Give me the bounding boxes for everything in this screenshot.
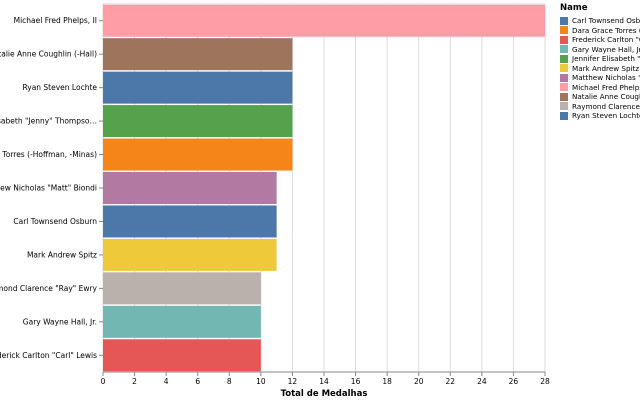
- x-tick-label: 24: [477, 377, 487, 386]
- x-axis-title: Total de Medalhas: [281, 389, 368, 399]
- legend-swatch: [560, 26, 568, 35]
- y-tick-label: Natalie Anne Coughlin (-Hall): [0, 50, 97, 59]
- y-tick-label: Raymond Clarence "Ray" Ewry: [0, 284, 98, 293]
- x-tick-label: 4: [164, 377, 169, 386]
- x-tick-label: 26: [509, 377, 519, 386]
- x-tick-label: 16: [351, 377, 361, 386]
- x-tick-label: 6: [195, 377, 200, 386]
- y-tick-label: Frederick Carlton "Carl" Lewis: [0, 351, 97, 360]
- legend-label: Ryan Steven Lochte: [572, 111, 640, 121]
- x-tick-label: 18: [382, 377, 392, 386]
- x-tick-label: 22: [446, 377, 456, 386]
- bar: [103, 272, 261, 305]
- legend-item: Gary Wayne Hall, Jr.: [560, 45, 640, 55]
- legend-label: Jennifer Elisabeth "J: [572, 54, 640, 64]
- y-tick-label: Jennifer Elisabeth "Jenny" Thompso…: [0, 117, 97, 126]
- x-tick-label: 20: [414, 377, 424, 386]
- legend-items: Carl Townsend Osbu Dara Grace Torres (- Fr…: [560, 16, 640, 121]
- legend-title: Name: [560, 3, 588, 13]
- legend-swatch: [560, 111, 568, 120]
- bar: [103, 138, 293, 171]
- y-tick-label: Mark Andrew Spitz: [27, 250, 97, 259]
- legend-label: Matthew Nicholas ": [572, 73, 640, 83]
- bar: [103, 105, 293, 138]
- bar: [103, 305, 261, 338]
- bars-group: [103, 4, 545, 372]
- legend-item: Mark Andrew Spitz: [560, 64, 640, 74]
- x-tick-label: 28: [540, 377, 550, 386]
- legend-label: Michael Fred Phelps: [572, 82, 640, 92]
- legend-item: Jennifer Elisabeth "J: [560, 54, 640, 64]
- y-tick-label: Ryan Steven Lochte: [22, 83, 97, 92]
- legend-label: Raymond Clarence ": [572, 101, 640, 111]
- legend-swatch: [560, 35, 568, 44]
- legend-swatch: [560, 54, 568, 63]
- y-tick-label: Carl Townsend Osburn: [13, 217, 97, 226]
- legend-swatch: [560, 73, 568, 82]
- legend-label: Gary Wayne Hall, Jr.: [572, 44, 640, 54]
- bar: [103, 339, 261, 372]
- legend-swatch: [560, 16, 568, 25]
- legend-item: Dara Grace Torres (-: [560, 26, 640, 36]
- bar: [103, 38, 293, 71]
- x-tick-label: 10: [256, 377, 266, 386]
- legend-item: Michael Fred Phelps: [560, 83, 640, 93]
- x-axis: 0 2 4 6 8 10 12 14 16 18 20 22 24 26 28: [101, 371, 550, 386]
- legend-label: Carl Townsend Osbu: [572, 16, 640, 26]
- legend-item: Carl Townsend Osbu: [560, 16, 640, 26]
- bar: [103, 4, 545, 37]
- legend-item: Matthew Nicholas ": [560, 73, 640, 83]
- legend-label: Dara Grace Torres (-: [572, 25, 640, 35]
- legend-swatch: [560, 102, 568, 111]
- legend-label: Natalie Anne Cough: [572, 92, 640, 102]
- x-tick-label: 12: [288, 377, 298, 386]
- legend-item: Raymond Clarence ": [560, 102, 640, 112]
- legend-swatch: [560, 45, 568, 54]
- y-tick-label: Matthew Nicholas "Matt" Biondi: [0, 184, 97, 193]
- x-tick-label: 14: [319, 377, 329, 386]
- legend-item: Frederick Carlton "C: [560, 35, 640, 45]
- x-tick-label: 0: [101, 377, 106, 386]
- x-tick-label: 2: [132, 377, 137, 386]
- legend-item: Ryan Steven Lochte: [560, 111, 640, 121]
- y-tick-label: Dara Grace Torres (-Hoffman, -Minas): [0, 150, 97, 159]
- x-tick-label: 8: [227, 377, 232, 386]
- y-tick-label: Gary Wayne Hall, Jr.: [23, 317, 97, 326]
- legend-item: Natalie Anne Cough: [560, 92, 640, 102]
- legend-swatch: [560, 92, 568, 101]
- legend: Name Carl Townsend Osbu Dara Grace Torres…: [560, 3, 640, 121]
- legend-label: Mark Andrew Spitz: [572, 63, 640, 73]
- bar: [103, 71, 293, 104]
- bar: [103, 172, 277, 204]
- legend-swatch: [560, 83, 568, 92]
- y-axis-labels: Michael Fred Phelps, II Natalie Anne Coug…: [0, 16, 103, 360]
- y-tick-label: Michael Fred Phelps, II: [14, 16, 97, 25]
- bar: [103, 238, 277, 271]
- legend-swatch: [560, 64, 568, 73]
- legend-label: Frederick Carlton "C: [572, 35, 640, 45]
- bar: [103, 205, 277, 238]
